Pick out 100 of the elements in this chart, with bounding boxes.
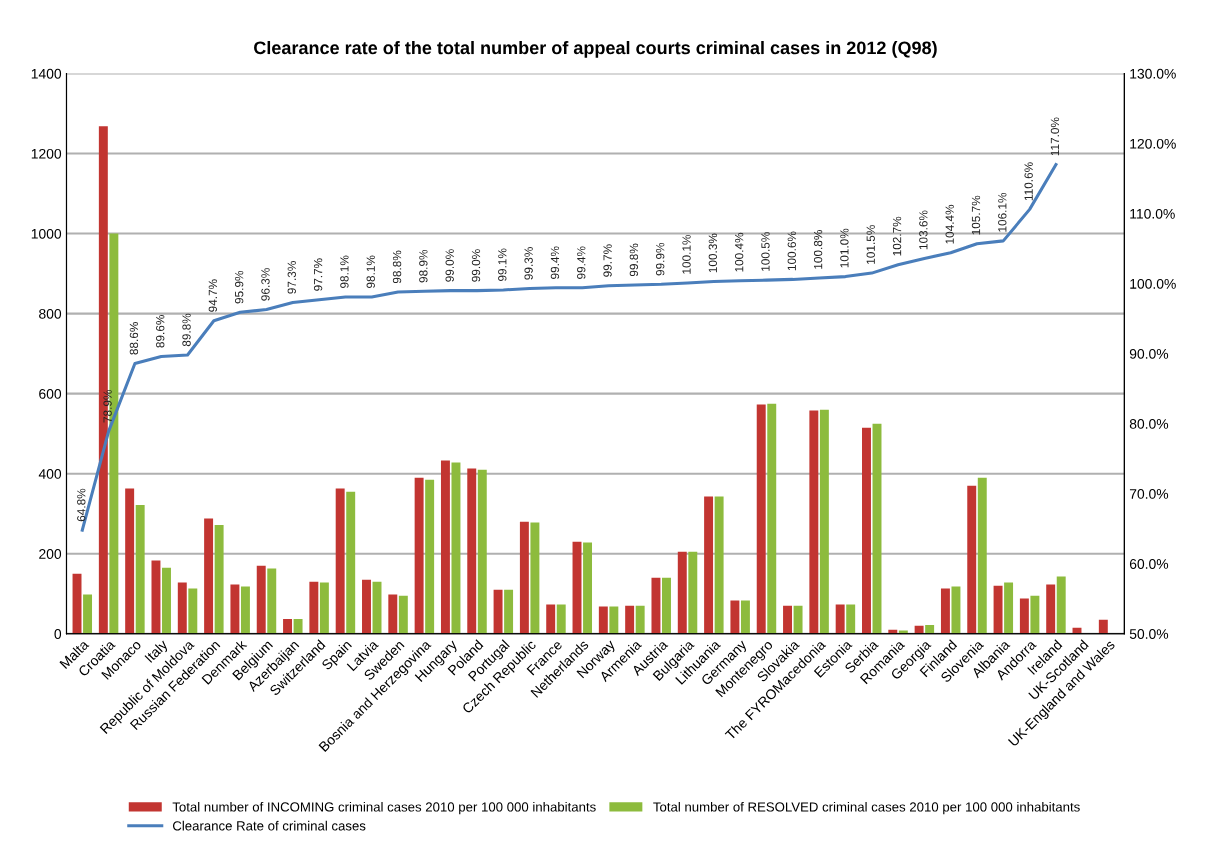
data-label: 100.1% — [682, 234, 691, 274]
data-label: 98.9% — [419, 249, 428, 283]
data-label: 105.7% — [971, 195, 981, 235]
data-label: 101.5% — [866, 225, 875, 264]
data-label: 102.7% — [892, 216, 902, 256]
data-label: 96.3% — [261, 268, 270, 301]
bar — [504, 589, 514, 634]
bar — [835, 604, 845, 634]
bar — [283, 618, 293, 634]
data-label: 100.8% — [813, 230, 823, 269]
data-label: 99.1% — [498, 248, 507, 282]
y-tick-label: 800 — [39, 308, 62, 319]
bar — [977, 477, 987, 634]
data-label: 95.9% — [234, 270, 244, 304]
y2-tick-label: 80.0% — [1129, 419, 1169, 429]
data-label: 99.0% — [445, 249, 454, 282]
y2-tick-label: 90.0% — [1129, 348, 1169, 359]
bar — [714, 496, 724, 634]
bar — [135, 504, 145, 634]
bar — [335, 488, 345, 634]
bar — [388, 594, 398, 634]
bar — [519, 521, 529, 634]
bar — [362, 579, 371, 634]
legend-label: Clearance Rate of criminal cases — [172, 820, 366, 831]
bar — [256, 565, 266, 634]
bar — [451, 462, 461, 634]
data-label: 78.9% — [103, 389, 112, 423]
bar — [240, 586, 250, 634]
data-label: 101.0% — [840, 228, 849, 268]
data-label: 64.8% — [77, 488, 86, 522]
chart-title: Clearance rate of the total number of appeal courts criminal cases in 2012 (Q98) — [254, 40, 937, 58]
data-label: 98.8% — [392, 250, 402, 284]
data-label: 94.7% — [208, 279, 218, 312]
bar — [809, 410, 819, 634]
data-label: 88.6% — [129, 322, 139, 355]
data-label: 97.7% — [313, 258, 323, 291]
y2-tick-label: 120.0% — [1130, 138, 1176, 149]
bar — [625, 605, 635, 634]
bar — [756, 404, 766, 634]
bar — [319, 582, 329, 634]
bar — [862, 427, 871, 634]
y-tick-label: 600 — [39, 388, 62, 399]
bar — [767, 403, 777, 634]
bar — [951, 586, 961, 634]
bar — [425, 479, 435, 634]
y-tick-label: 400 — [38, 469, 62, 479]
data-label: 98.1% — [366, 255, 375, 289]
bar — [704, 496, 714, 634]
bar — [414, 477, 424, 634]
bar — [293, 618, 303, 634]
data-label: 99.3% — [524, 247, 533, 280]
bar — [83, 594, 93, 634]
bar — [583, 542, 593, 634]
bar — [993, 585, 1003, 634]
bar — [940, 588, 950, 634]
bar — [493, 589, 503, 634]
bar — [204, 518, 214, 634]
bar — [967, 485, 977, 634]
bar — [530, 522, 540, 634]
data-label: 99.0% — [471, 249, 481, 282]
y-tick-label: 1200 — [31, 148, 62, 159]
bar — [398, 595, 408, 634]
bar — [662, 577, 671, 634]
bar — [214, 524, 224, 634]
bar — [346, 491, 356, 634]
bar — [556, 604, 566, 634]
bar — [230, 584, 240, 634]
y2-tick-label: 60.0% — [1129, 559, 1169, 569]
data-label: 89.8% — [182, 313, 191, 347]
bar — [1004, 582, 1014, 634]
data-label: 100.4% — [734, 232, 744, 272]
bar — [730, 600, 740, 634]
data-label: 99.9% — [656, 242, 665, 276]
bar — [925, 624, 935, 634]
bar — [546, 604, 556, 634]
bar — [1098, 619, 1108, 634]
bar — [1056, 576, 1066, 634]
legend-label: Total number of RESOLVED criminal cases 2010 per 100 000 inhabitants — [653, 801, 1080, 815]
bar — [477, 469, 487, 634]
data-label: 97.3% — [287, 261, 296, 294]
data-label: 100.5% — [761, 232, 770, 271]
data-label: 117.0% — [1050, 117, 1060, 156]
data-label: 98.1% — [340, 255, 349, 289]
data-label: 99.7% — [603, 244, 612, 277]
data-label: 104.4% — [945, 204, 954, 244]
bar — [635, 605, 645, 634]
data-label: 106.1% — [998, 192, 1007, 232]
data-label: 99.4% — [577, 246, 586, 279]
bar — [793, 605, 803, 634]
data-label: 99.4% — [550, 246, 560, 279]
bar — [651, 577, 661, 634]
bar — [162, 567, 171, 634]
bar — [783, 605, 793, 634]
y-tick-label: 1000 — [31, 228, 62, 239]
bar — [125, 488, 135, 634]
y2-tick-label: 50.0% — [1129, 629, 1169, 639]
y2-tick-label: 70.0% — [1129, 489, 1169, 499]
bar — [1046, 584, 1056, 634]
y2-tick-label: 130.0% — [1130, 68, 1176, 79]
bar — [598, 606, 608, 634]
